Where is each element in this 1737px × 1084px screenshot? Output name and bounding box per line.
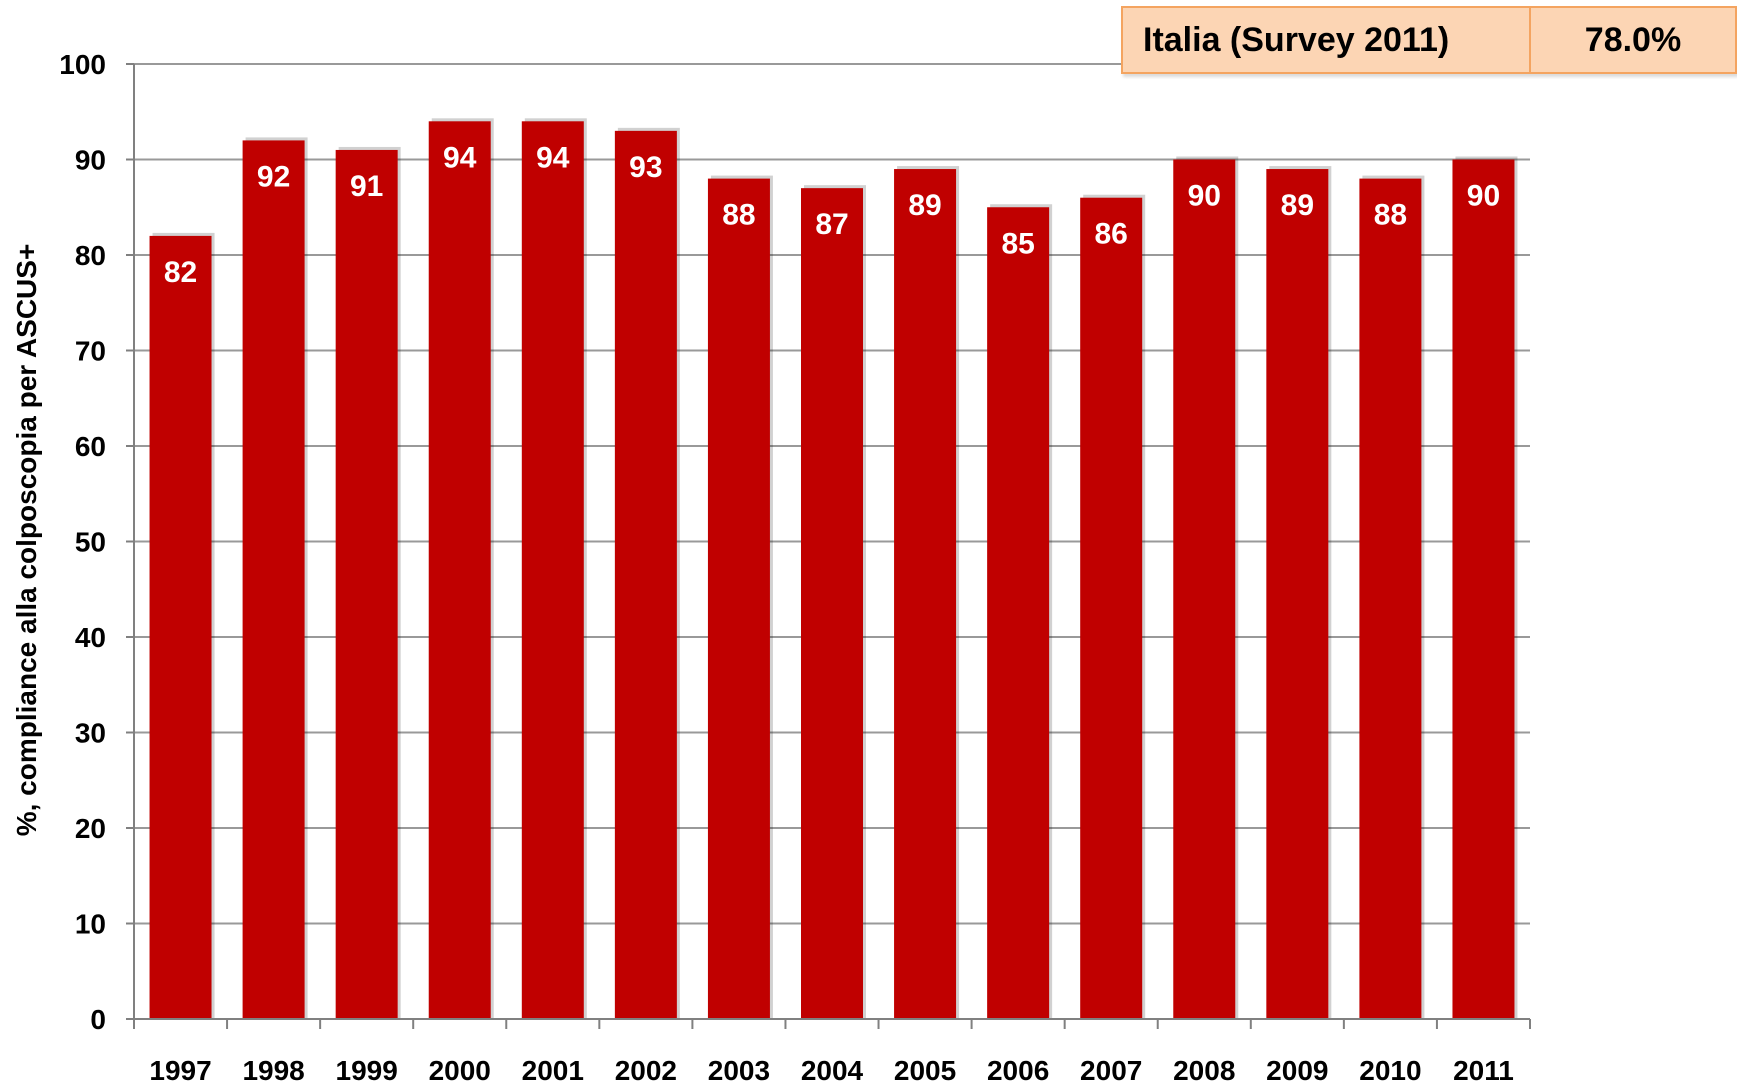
y-axis-title: %, compliance alla colposcopia per ASCUS…: [11, 244, 42, 837]
x-tick-label: 2000: [429, 1055, 491, 1084]
bar: [428, 121, 491, 1020]
bar-value-label: 89: [1281, 189, 1314, 222]
y-tick-label: 60: [75, 431, 106, 462]
y-tick-label: 70: [75, 336, 106, 367]
bar: [801, 188, 863, 1019]
bars-layer: 82 92 91 94 94 93 88 87 89 85 86 90 89 88 90: [149, 118, 1518, 1020]
x-tick-label: 2002: [615, 1055, 677, 1084]
x-tick-label: 2007: [1080, 1055, 1142, 1084]
bar-value-label: 90: [1188, 180, 1221, 213]
y-tick-label: 90: [75, 145, 106, 176]
bar-value-label: 94: [536, 141, 570, 174]
bar: [987, 207, 1050, 1019]
x-tick-label: 2005: [894, 1055, 956, 1084]
y-tick-label: 0: [90, 1004, 106, 1035]
x-tick-label: 2009: [1266, 1055, 1328, 1084]
y-tick-label: 80: [75, 240, 106, 271]
x-tick-label: 1999: [336, 1055, 398, 1084]
bar: [242, 140, 305, 1019]
bar: [1452, 159, 1515, 1019]
bar: [521, 121, 584, 1020]
bar-value-label: 88: [1374, 199, 1407, 232]
x-tick-label: 2010: [1359, 1055, 1421, 1084]
x-tick-label: 2001: [522, 1055, 584, 1084]
y-tick-label: 10: [75, 909, 106, 940]
y-tick-label: 30: [75, 718, 106, 749]
y-tick-label: 20: [75, 813, 106, 844]
survey-value: 78.0%: [1584, 20, 1682, 59]
bar-value-label: 92: [257, 160, 290, 193]
bar-value-label: 86: [1095, 218, 1128, 251]
bar-value-label: 91: [350, 170, 383, 203]
x-tick-label: 2008: [1173, 1055, 1235, 1084]
bar: [614, 130, 677, 1020]
bar: [149, 235, 212, 1019]
x-tick-label: 2003: [708, 1055, 770, 1084]
x-tick-label: 2004: [801, 1055, 864, 1084]
y-tick-label: 100: [59, 49, 106, 80]
bar-value-label: 90: [1467, 180, 1500, 213]
x-tick-label: 1998: [242, 1055, 304, 1084]
bar-value-label: 82: [164, 256, 197, 289]
y-tick-label: 40: [75, 622, 106, 653]
bar-value-label: 88: [722, 199, 755, 232]
bar: [894, 169, 957, 1020]
bar-value-label: 94: [443, 141, 477, 174]
y-tick-label: 50: [75, 527, 106, 558]
bar: [335, 149, 398, 1019]
x-tick-label: 1997: [149, 1055, 211, 1084]
bar: [1266, 169, 1329, 1020]
bar-value-label: 87: [815, 208, 848, 241]
bar-value-label: 93: [629, 151, 662, 184]
survey-label: Italia (Survey 2011): [1123, 8, 1531, 72]
x-tick-label: 2011: [1453, 1055, 1514, 1084]
axis-layer: 0 10 20 30 40 50 60 70 80 90 100 1997 1998 1999 2000 20…: [59, 49, 1531, 1084]
survey-summary-box: Italia (Survey 2011) 78.0%: [1121, 6, 1737, 74]
bar: [707, 178, 770, 1020]
bar: [1173, 159, 1236, 1019]
bar: [1080, 197, 1143, 1019]
x-tick-label: 2006: [987, 1055, 1049, 1084]
bar-value-label: 89: [908, 189, 941, 222]
bar-value-label: 85: [1001, 227, 1034, 260]
bar: [1359, 178, 1422, 1020]
